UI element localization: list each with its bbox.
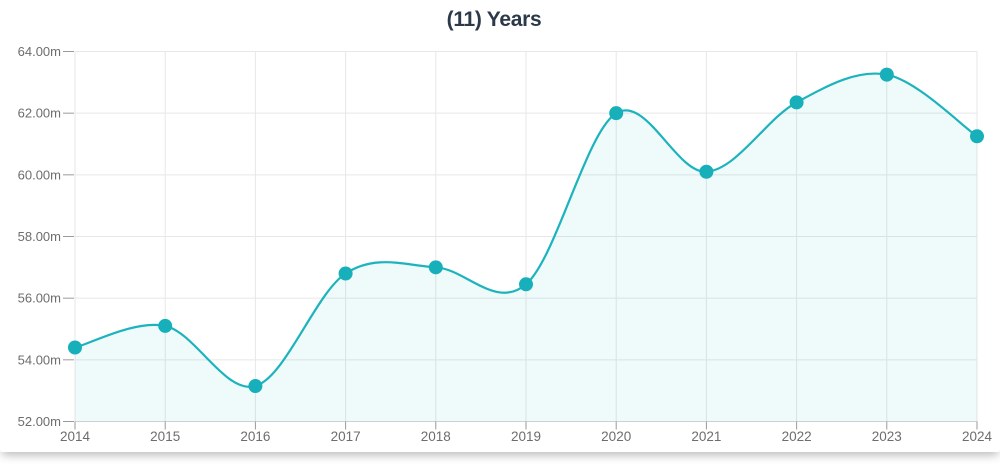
data-point-2023[interactable]: [879, 67, 894, 82]
x-axis-label-2019: 2019: [511, 429, 541, 444]
y-axis-labels: 52.00m 54.00m 56.00m 58.00m 60.00m 62.00m 64.0…: [18, 44, 61, 429]
x-axis-label-2016: 2016: [240, 429, 270, 444]
x-axis-label-2017: 2017: [331, 429, 361, 444]
data-point-2021[interactable]: [699, 164, 714, 179]
data-points: [68, 67, 984, 394]
axis-tick-marks: [63, 51, 978, 430]
y-axis-label-62.00m: 62.00m: [18, 106, 61, 121]
line-area-chart: 52.00m 54.00m 56.00m 58.00m 60.00m 62.00m 64.0…: [18, 44, 993, 444]
x-axis-label-2015: 2015: [150, 429, 180, 444]
x-axis-label-2024: 2024: [962, 429, 993, 444]
data-point-2020[interactable]: [609, 106, 624, 121]
data-point-2015[interactable]: [158, 318, 173, 333]
data-point-2016[interactable]: [248, 379, 263, 394]
chart-card: [0, 0, 1000, 452]
y-axis-label-60.00m: 60.00m: [18, 167, 61, 182]
x-axis-labels: 2014 2015 2016 2017 2018 2019 2020 2021 2022 2023…: [60, 429, 993, 444]
data-point-2022[interactable]: [789, 95, 804, 110]
series-line: [73, 72, 979, 388]
y-axis-label-56.00m: 56.00m: [18, 291, 61, 306]
x-axis-label-2021: 2021: [691, 429, 721, 444]
chart-title: (11) Years: [446, 8, 542, 31]
data-point-2018[interactable]: [428, 260, 443, 275]
x-axis-label-2023: 2023: [872, 429, 902, 444]
data-point-2024[interactable]: [970, 129, 984, 144]
x-axis-label-2018: 2018: [421, 429, 451, 444]
y-axis-label-52.00m: 52.00m: [18, 414, 61, 429]
data-point-2019[interactable]: [519, 277, 533, 292]
x-axis-label-2022: 2022: [782, 429, 812, 444]
data-point-2017[interactable]: [338, 266, 353, 281]
y-axis-label-54.00m: 54.00m: [18, 352, 61, 367]
x-axis-label-2014: 2014: [60, 429, 91, 444]
data-point-2014[interactable]: [68, 340, 82, 355]
y-axis-label-64.00m: 64.00m: [18, 44, 61, 59]
y-axis-label-58.00m: 58.00m: [18, 229, 61, 244]
x-axis-label-2020: 2020: [601, 429, 631, 444]
